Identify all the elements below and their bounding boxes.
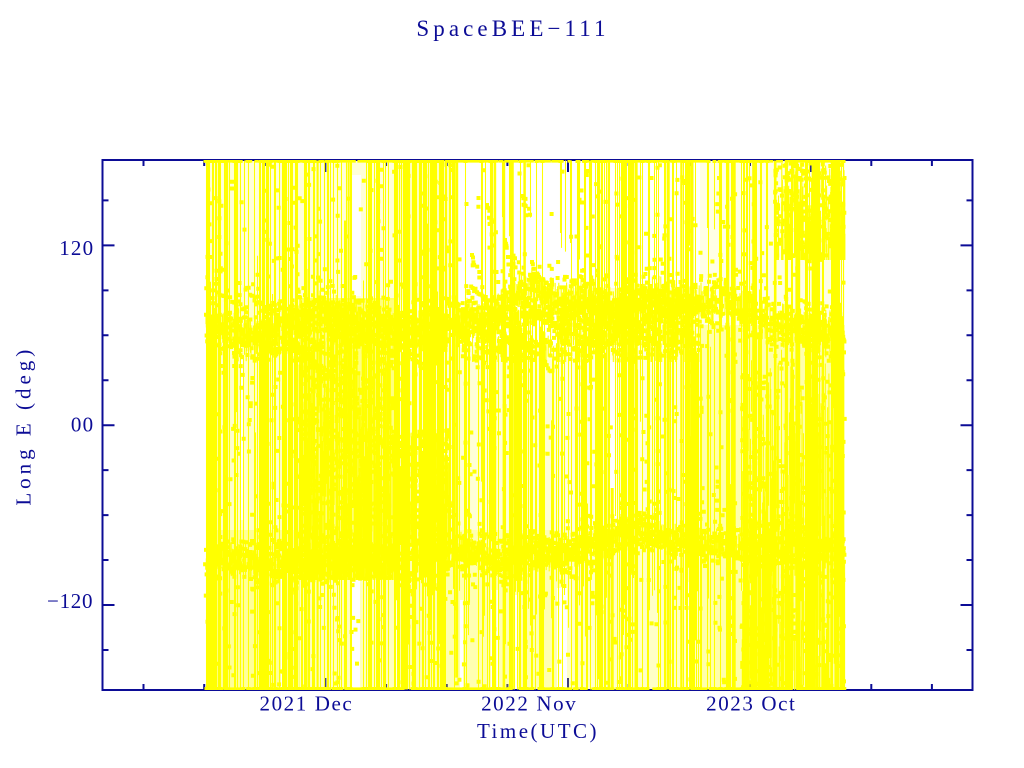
svg-text:Time(UTC): Time(UTC)	[477, 719, 599, 743]
svg-text:SpaceBEE−111: SpaceBEE−111	[416, 16, 609, 41]
svg-text:2021 Dec: 2021 Dec	[259, 692, 353, 716]
svg-text:120: 120	[59, 236, 94, 260]
svg-text:2022 Nov: 2022 Nov	[481, 692, 577, 716]
svg-text:00: 00	[71, 412, 94, 436]
svg-text:2023 Oct: 2023 Oct	[706, 692, 796, 716]
svg-text:Long E (deg): Long E (deg)	[12, 346, 36, 506]
svg-text:−120: −120	[47, 589, 93, 613]
